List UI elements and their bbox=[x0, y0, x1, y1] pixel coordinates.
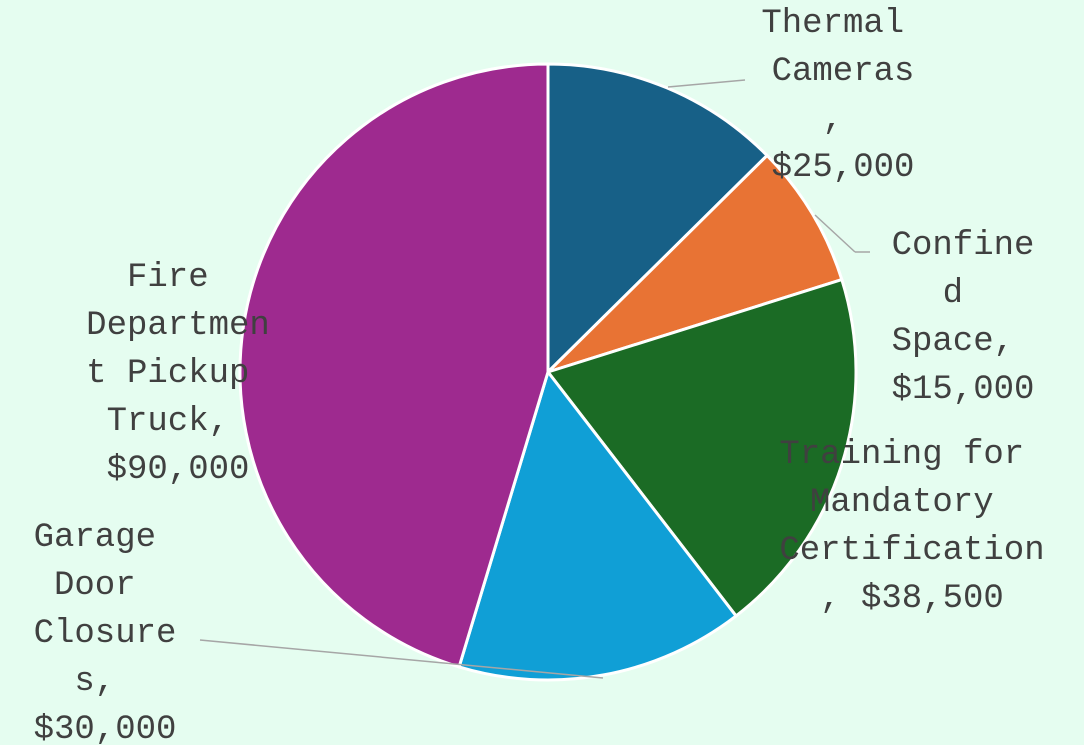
data-label-line: , $38,500 bbox=[820, 580, 1004, 618]
data-label-line: $30,000 bbox=[34, 711, 177, 745]
data-label-line: Space, bbox=[892, 323, 1035, 361]
data-label: Training for Mandatory Certification , $3… bbox=[779, 436, 1044, 618]
data-label-line: Departmen bbox=[86, 307, 270, 345]
data-label: Fire Departmen t Pickup Truck, $90,000 bbox=[86, 259, 270, 489]
data-label-line: d bbox=[943, 275, 984, 313]
pie-slice bbox=[457, 368, 739, 682]
data-label: Confine d Space, $15,000 bbox=[892, 227, 1035, 409]
data-label-line: $25,000 bbox=[772, 149, 915, 187]
leader-line bbox=[199, 639, 604, 679]
data-label-line: Thermal bbox=[761, 5, 924, 43]
data-label-line: Truck, bbox=[107, 403, 250, 441]
data-label-line: Door bbox=[54, 567, 156, 605]
data-label-line: , bbox=[823, 101, 864, 139]
data-label-line: Garage bbox=[34, 519, 177, 557]
data-label-line: $90,000 bbox=[107, 451, 250, 489]
pie-slice bbox=[546, 153, 844, 374]
pie-slice bbox=[545, 277, 858, 619]
data-label: Thermal Cameras, $25,000 bbox=[761, 5, 924, 187]
data-label-line: t Pickup bbox=[86, 355, 270, 393]
data-label-line: Certification bbox=[779, 532, 1044, 570]
data-label-line: Cameras bbox=[772, 53, 915, 91]
data-label-line: Confine bbox=[892, 227, 1035, 265]
pie-slice bbox=[238, 62, 550, 669]
data-label-line: Mandatory bbox=[810, 484, 1014, 522]
leader-line bbox=[814, 214, 856, 253]
data-label-line: $15,000 bbox=[892, 371, 1035, 409]
data-label-line: s, bbox=[74, 663, 135, 701]
data-label-line: Training for bbox=[779, 436, 1044, 474]
data-label: Garage Door Closure s, $30,000 bbox=[34, 519, 177, 745]
pie-slice bbox=[546, 62, 770, 376]
data-label-line: Closure bbox=[34, 615, 177, 653]
data-label-line: Fire bbox=[127, 259, 229, 297]
leader-line bbox=[667, 79, 746, 88]
